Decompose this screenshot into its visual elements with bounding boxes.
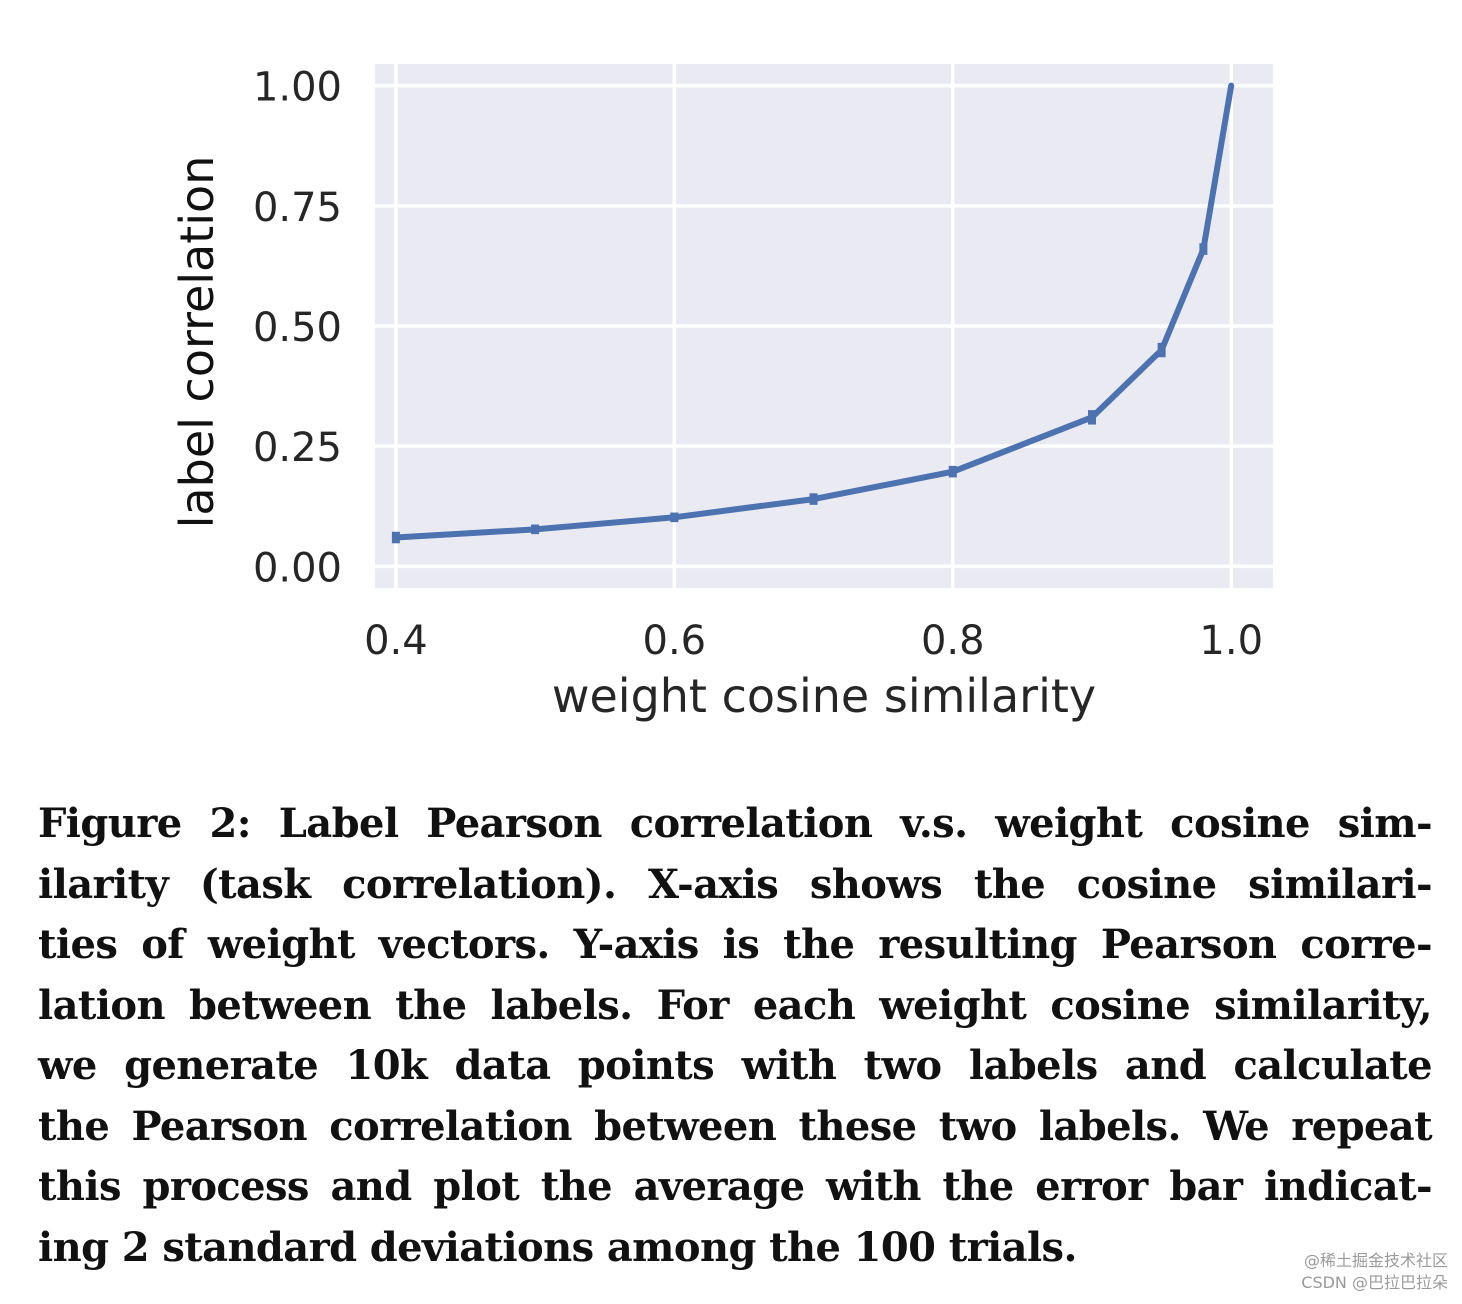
caption-line: ing 2 standard deviations among the 100 … — [38, 1223, 1077, 1271]
y-tick-label: 0.50 — [253, 305, 342, 351]
line-chart: 0.4 0.6 0.8 1.0 0.00 0.25 0.50 0.75 1.00 weight … — [170, 64, 1273, 723]
grid-lines — [375, 64, 1273, 588]
caption-line: this process and plot the average with t… — [38, 1163, 1433, 1210]
tick-labels: 0.4 0.6 0.8 1.0 0.00 0.25 0.50 0.75 1.00 — [253, 65, 1263, 664]
x-tick-label: 1.0 — [1199, 618, 1263, 664]
y-tick-label: 0.00 — [253, 545, 342, 591]
y-tick-label: 1.00 — [253, 65, 342, 111]
y-tick-label: 0.25 — [253, 425, 342, 471]
y-axis-label: label correlation — [170, 156, 224, 529]
series-layer — [391, 82, 1235, 544]
x-axis-label: weight cosine similarity — [552, 669, 1096, 723]
caption-line: we generate 10k data points with two lab… — [38, 1042, 1433, 1089]
figure-caption: Figure 2: Label Pearson correlation v.s.… — [38, 794, 1433, 1278]
watermark-line: @稀土掘金技术社区 — [1303, 1251, 1448, 1270]
x-tick-label: 0.8 — [921, 618, 985, 664]
caption-line: ilarity (task correlation). X-axis shows… — [38, 860, 1433, 908]
watermark: @稀土掘金技术社区 CSDN @巴拉巴拉朵 — [1301, 1250, 1448, 1294]
watermark-line: CSDN @巴拉巴拉朵 — [1301, 1273, 1448, 1292]
caption-line: Figure 2: Label Pearson correlation v.s.… — [38, 800, 1433, 847]
x-tick-label: 0.4 — [364, 618, 428, 664]
caption-line: ties of weight vectors. Y-axis is the re… — [38, 921, 1433, 968]
x-tick-label: 0.6 — [643, 618, 707, 664]
caption-line: the Pearson correlation between these tw… — [38, 1102, 1433, 1150]
caption-line: lation between the labels. For each weig… — [38, 981, 1433, 1029]
y-tick-label: 0.75 — [253, 185, 342, 231]
